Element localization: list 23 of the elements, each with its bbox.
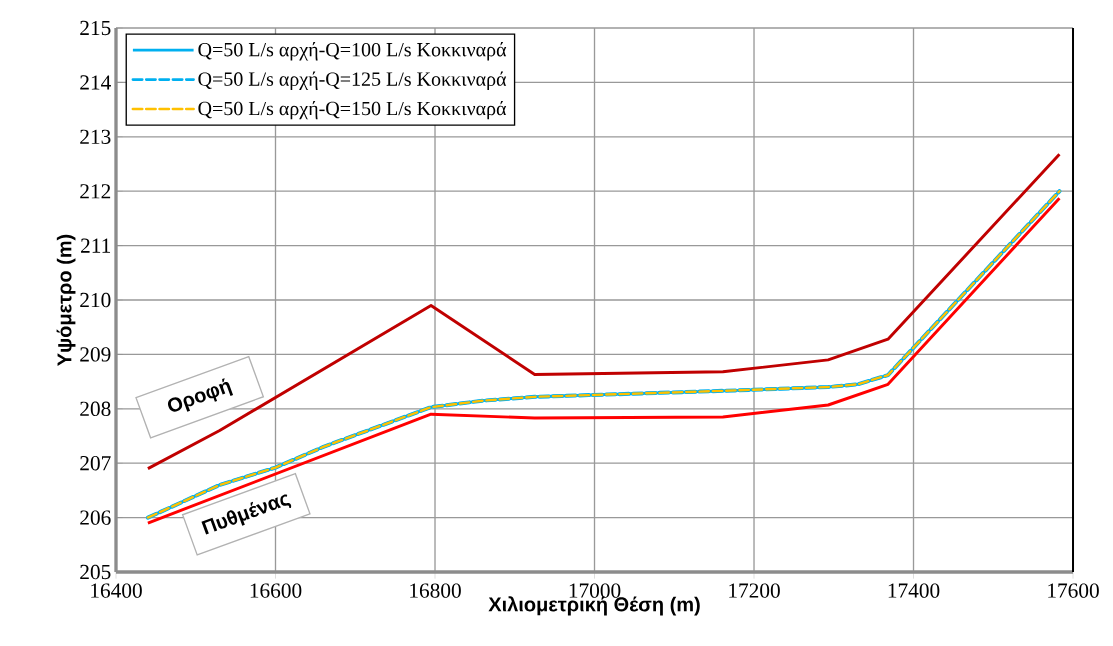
x-tick-label: 17200: [729, 583, 780, 598]
y-tick-label: 205: [80, 564, 111, 580]
y-tick-label: 206: [80, 510, 111, 525]
legend-label: Q=50 L/s αρχή-Q=125 L/s Κοκκιναρά: [198, 71, 507, 90]
y-axis-title: Υψόμετρο (m): [56, 234, 76, 366]
y-tick-label: 209: [80, 347, 111, 362]
legend-label: Q=50 L/s αρχή-Q=100 L/s Κοκκιναρά: [198, 42, 507, 61]
y-tick-label: 212: [80, 184, 111, 199]
x-tick-label: 16400: [91, 583, 142, 598]
y-tick-label: 211: [81, 238, 111, 253]
x-tick-label: 16600: [250, 583, 302, 598]
x-tick-label: 17600: [1048, 583, 1099, 598]
legend-label: Q=50 L/s αρχή-Q=150 L/s Κοκκιναρά: [198, 100, 507, 120]
x-tick-label: 17000: [569, 583, 621, 598]
y-tick-label: 215: [80, 20, 111, 36]
y-tick-label: 208: [80, 401, 111, 416]
x-tick-label: 17400: [888, 583, 940, 598]
y-tick-label: 213: [80, 129, 111, 144]
y-tick-label: 214: [80, 75, 111, 90]
line-series: [146, 152, 1061, 471]
y-tick-label: 210: [80, 292, 111, 308]
x-tick-label: 16800: [410, 583, 461, 598]
y-tick-label: 207: [80, 456, 111, 471]
